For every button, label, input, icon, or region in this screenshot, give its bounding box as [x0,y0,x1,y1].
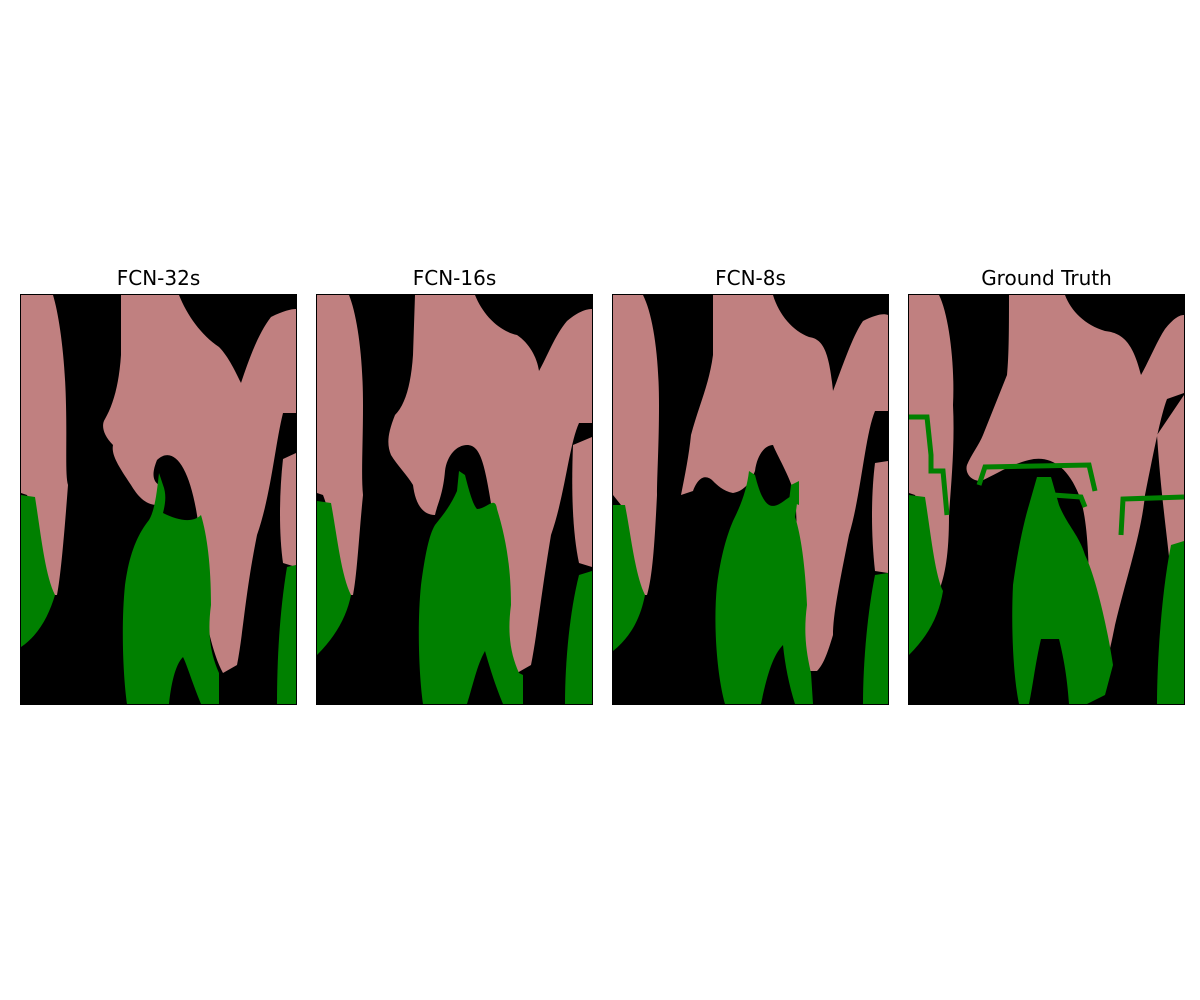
segmentation-mask [316,294,593,705]
panel-title: FCN-16s [412,266,497,290]
segmentation-mask [908,294,1185,705]
segmentation-mask [612,294,889,705]
panel-title: FCN-8s [715,266,786,290]
panel-title: Ground Truth [981,266,1112,290]
segmentation-mask [20,294,297,705]
panel-title: FCN-32s [116,266,201,290]
